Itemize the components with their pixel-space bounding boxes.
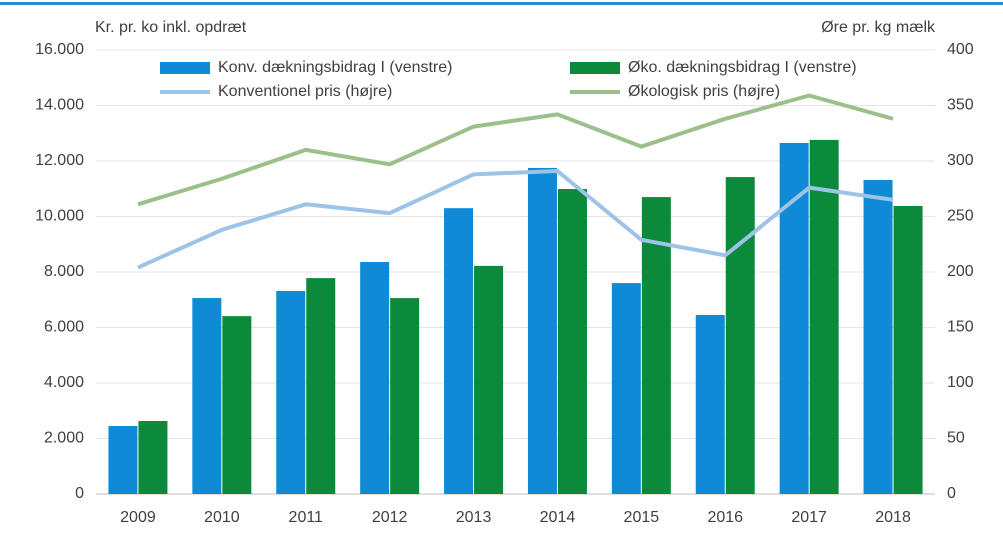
- legend-label: Konv. dækningsbidrag I (venstre): [218, 59, 452, 76]
- y-tick-label: 0: [75, 485, 84, 502]
- bar: [641, 197, 671, 494]
- legend-label: Øko. dækningsbidrag I (venstre): [628, 59, 857, 76]
- y2-tick-label: 100: [947, 374, 974, 391]
- bar: [360, 262, 390, 494]
- y2-tick-label: 0: [947, 485, 956, 502]
- y2-tick-label: 150: [947, 319, 974, 336]
- x-tick-label: 2010: [204, 509, 240, 526]
- y-tick-label: 6.000: [44, 319, 84, 336]
- y-tick-label: 16.000: [35, 41, 84, 58]
- bar: [863, 180, 893, 495]
- y-tick-label: 2.000: [44, 430, 84, 447]
- y2-tick-label: 300: [947, 152, 974, 169]
- y-tick-label: 10.000: [35, 208, 84, 225]
- bar: [306, 278, 336, 494]
- x-tick-label: 2017: [791, 509, 827, 526]
- bar: [809, 139, 839, 494]
- bar: [893, 205, 923, 494]
- legend-swatch: [160, 62, 210, 74]
- legend-label: Konventionel pris (højre): [218, 83, 392, 100]
- bar: [444, 208, 474, 495]
- y2-tick-label: 200: [947, 263, 974, 280]
- x-tick-label: 2016: [707, 509, 743, 526]
- y2-tick-label: 250: [947, 208, 974, 225]
- y-tick-label: 12.000: [35, 152, 84, 169]
- y-axis-label: Kr. pr. ko inkl. opdræt: [95, 19, 247, 36]
- y2-tick-label: 400: [947, 41, 974, 58]
- bar: [192, 298, 222, 494]
- y2-tick-label: 350: [947, 97, 974, 114]
- bar: [474, 265, 504, 494]
- bar: [276, 291, 306, 494]
- legend-label: Økologisk pris (højre): [628, 83, 780, 100]
- line: [137, 93, 894, 207]
- line: [137, 168, 894, 270]
- bar: [779, 142, 809, 494]
- y2-tick-label: 50: [947, 430, 965, 447]
- bar: [390, 298, 420, 494]
- bar: [695, 315, 725, 494]
- x-tick-label: 2018: [875, 509, 911, 526]
- top-rule: [0, 2, 1003, 5]
- x-tick-label: 2011: [289, 509, 324, 526]
- bar: [222, 316, 252, 494]
- x-tick-label: 2012: [372, 509, 408, 526]
- x-tick-label: 2014: [540, 509, 576, 526]
- x-tick-label: 2013: [456, 509, 492, 526]
- bar: [611, 283, 641, 494]
- x-tick-label: 2009: [120, 509, 156, 526]
- bar: [527, 167, 557, 494]
- y-tick-label: 8.000: [44, 263, 84, 280]
- legend-swatch: [570, 62, 620, 74]
- bar: [557, 189, 587, 494]
- bar: [725, 177, 755, 494]
- x-tick-label: 2015: [624, 509, 660, 526]
- y-tick-label: 14.000: [35, 97, 84, 114]
- bar: [108, 426, 138, 494]
- bar: [138, 421, 168, 494]
- y2-axis-label: Øre pr. kg mælk: [821, 19, 936, 36]
- y-tick-label: 4.000: [44, 374, 84, 391]
